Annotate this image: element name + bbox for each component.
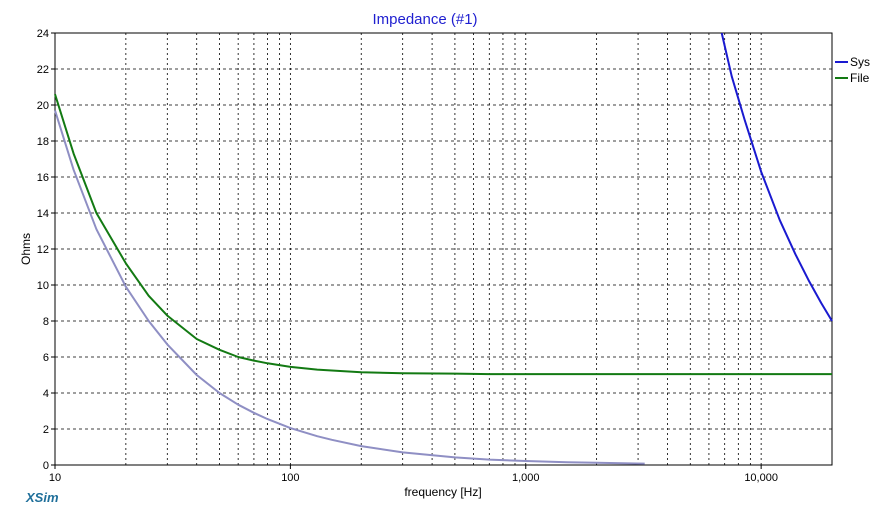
y-tick-label: 12	[37, 244, 49, 256]
grid-layer	[54, 32, 833, 466]
y-axis-title: Ohms	[19, 233, 33, 265]
chart-title: Impedance (#1)	[372, 11, 477, 28]
plot-area	[54, 32, 833, 466]
series-layer	[54, 32, 833, 465]
y-tick-label: 0	[43, 460, 49, 472]
y-tick-label: 8	[43, 316, 49, 328]
y-tick-label: 22	[37, 64, 49, 76]
series-line-unlabeled	[54, 110, 645, 465]
legend-label: File	[850, 71, 870, 85]
legend-label: Sys	[850, 55, 870, 69]
x-axis-title: frequency [Hz]	[404, 485, 481, 499]
xsim-logo: XSim	[25, 490, 59, 505]
series-line-file	[54, 93, 832, 376]
x-tick-label: 10	[49, 472, 61, 484]
legend-layer: Sys File	[835, 55, 870, 85]
y-tick-label: 20	[37, 100, 49, 112]
y-tick-label: 10	[37, 280, 49, 292]
x-tick-label: 1,000	[512, 472, 540, 484]
x-tick-label: 10,000	[744, 472, 778, 484]
y-tick-label: 2	[43, 424, 49, 436]
y-tick-label: 14	[37, 208, 49, 220]
y-tick-label: 16	[37, 172, 49, 184]
y-tick-label: 18	[37, 136, 49, 148]
y-tick-label: 4	[43, 388, 49, 400]
y-tick-label: 24	[37, 28, 49, 40]
x-tick-label: 100	[281, 472, 299, 484]
y-tick-label: 6	[43, 352, 49, 364]
series-line-sys	[720, 32, 833, 322]
